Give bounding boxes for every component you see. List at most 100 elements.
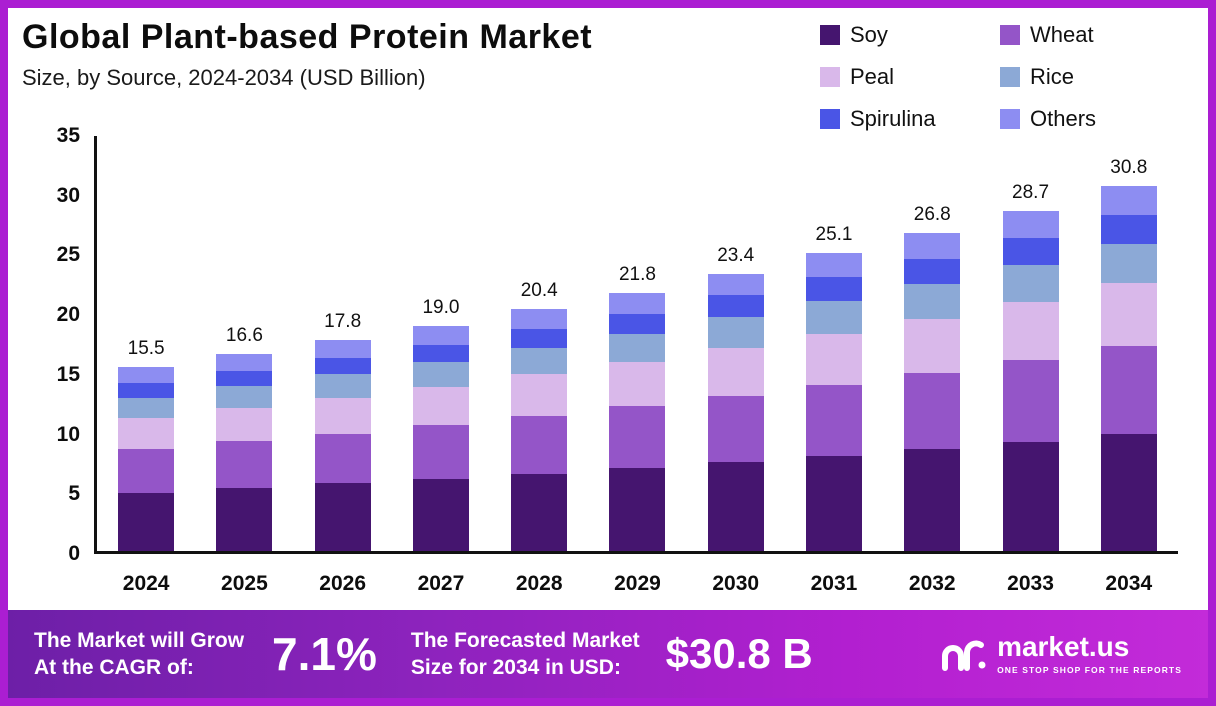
- chart-header: Global Plant-based Protein Market Size, …: [22, 18, 1194, 136]
- bar-2028: [511, 309, 568, 551]
- segment-rice-2027: [412, 362, 469, 388]
- segment-wheat-2030: [707, 395, 764, 463]
- marketus-logo: market.us ONE STOP SHOP FOR THE REPORTS: [941, 633, 1182, 675]
- segment-others-2034: [1100, 185, 1157, 216]
- segment-peal-2030: [707, 348, 764, 396]
- legend-label: Soy: [850, 22, 888, 47]
- segment-wheat-2024: [118, 449, 175, 493]
- segment-rice-2031: [805, 300, 862, 334]
- segment-wheat-2025: [216, 440, 273, 489]
- segment-spirulina-2025: [216, 370, 273, 387]
- segment-rice-2032: [904, 284, 961, 319]
- bar-2031: [805, 253, 862, 551]
- x-tick-2026: 2026: [319, 572, 367, 595]
- page-title: Global Plant-based Protein Market: [22, 18, 593, 56]
- segment-soy-2025: [216, 488, 273, 551]
- bar-2026: [314, 339, 371, 551]
- segment-rice-2026: [314, 374, 371, 399]
- bar-column-2025: 16.6 2025: [195, 136, 293, 595]
- segment-others-2032: [904, 233, 961, 260]
- bar-2032: [904, 233, 961, 551]
- segment-peal-2032: [904, 318, 961, 374]
- total-label-2025: 16.6: [225, 325, 263, 347]
- segment-spirulina-2027: [412, 344, 469, 363]
- x-tick-2027: 2027: [417, 572, 465, 595]
- segment-spirulina-2024: [118, 382, 175, 399]
- segment-soy-2029: [609, 467, 666, 551]
- segment-rice-2024: [118, 398, 175, 419]
- total-label-2034: 30.8: [1110, 156, 1148, 178]
- x-tick-2025: 2025: [221, 572, 268, 595]
- y-tick-30: 30: [56, 183, 80, 207]
- segment-rice-2034: [1100, 243, 1157, 284]
- legend-label: Wheat: [1030, 22, 1094, 47]
- segment-spirulina-2031: [805, 277, 862, 301]
- y-tick-5: 5: [68, 482, 80, 506]
- bar-2029: [609, 292, 666, 551]
- segment-soy-2024: [118, 492, 175, 551]
- total-label-2027: 19.0: [422, 296, 460, 318]
- segment-others-2029: [609, 292, 666, 314]
- legend-label: Peal: [850, 64, 895, 89]
- segment-soy-2034: [1100, 433, 1157, 551]
- segment-wheat-2034: [1100, 345, 1157, 434]
- segment-soy-2028: [511, 473, 568, 551]
- segment-peal-2031: [805, 333, 862, 385]
- segment-others-2025: [216, 354, 273, 371]
- footer-banner: The Market will Grow At the CAGR of: 7.1…: [8, 610, 1208, 698]
- bar-column-2031: 25.1 2031: [785, 136, 883, 595]
- legend-swatch-wheat: [1000, 25, 1020, 45]
- segment-wheat-2033: [1002, 360, 1059, 442]
- segment-peal-2033: [1002, 301, 1059, 361]
- bar-2024: [118, 367, 175, 551]
- total-label-2028: 20.4: [520, 280, 558, 302]
- segment-peal-2028: [511, 374, 568, 416]
- cagr-value: 7.1%: [272, 628, 377, 680]
- forecast-label: The Forecasted Market Size for 2034 in U…: [411, 627, 640, 682]
- segment-spirulina-2029: [609, 313, 666, 334]
- bar-column-2029: 21.8 2029: [588, 136, 686, 595]
- y-tick-0: 0: [68, 542, 80, 565]
- legend-swatch-spirulina: [820, 109, 840, 129]
- x-tick-2029: 2029: [614, 572, 661, 595]
- forecast-label-line1: The Forecasted Market: [410, 628, 640, 652]
- bar-column-2032: 26.8 2032: [883, 136, 981, 595]
- y-axis: 0 5 10 15 20 25 30 35: [36, 124, 94, 565]
- legend-item-soy: Soy: [820, 22, 990, 48]
- marketus-logo-icon: [942, 640, 986, 671]
- segment-others-2026: [314, 339, 371, 358]
- total-label-2024: 15.5: [127, 338, 165, 360]
- segment-spirulina-2034: [1100, 215, 1157, 244]
- segment-wheat-2026: [314, 433, 371, 484]
- segment-spirulina-2033: [1002, 237, 1059, 266]
- bar-2027: [412, 325, 469, 551]
- legend-item-rice: Rice: [1000, 64, 1170, 90]
- y-tick-10: 10: [56, 422, 80, 446]
- page-subtitle: Size, by Source, 2024-2034 (USD Billion): [22, 65, 426, 90]
- segment-others-2030: [707, 273, 764, 295]
- bar-column-2027: 19.0 2027: [392, 136, 490, 595]
- cagr-label-line2: At the CAGR of:: [34, 656, 194, 679]
- segment-rice-2030: [707, 317, 764, 349]
- total-label-2026: 17.8: [324, 310, 362, 332]
- bar-column-2024: 15.5 2024: [97, 136, 195, 595]
- legend-item-others: Others: [1000, 106, 1170, 132]
- segment-soy-2027: [412, 478, 469, 551]
- logo-text: market.us ONE STOP SHOP FOR THE REPORTS: [997, 631, 1182, 676]
- segment-rice-2029: [609, 334, 666, 363]
- bar-column-2028: 20.4 2028: [490, 136, 588, 595]
- x-tick-2024: 2024: [122, 572, 170, 595]
- y-tick-15: 15: [56, 362, 80, 386]
- segment-others-2033: [1002, 210, 1059, 238]
- logo-name: market.us: [997, 631, 1130, 662]
- x-tick-2033: 2033: [1007, 572, 1054, 595]
- bar-2033: [1002, 210, 1059, 551]
- x-tick-2030: 2030: [712, 572, 760, 595]
- bar-2025: [216, 354, 273, 551]
- total-label-2033: 28.7: [1012, 181, 1050, 203]
- segment-wheat-2031: [805, 384, 862, 457]
- cagr-label-line1: The Market will Grow: [34, 628, 245, 652]
- legend-item-spirulina: Spirulina: [820, 106, 990, 132]
- y-tick-25: 25: [56, 243, 80, 267]
- legend-label: Rice: [1030, 64, 1075, 89]
